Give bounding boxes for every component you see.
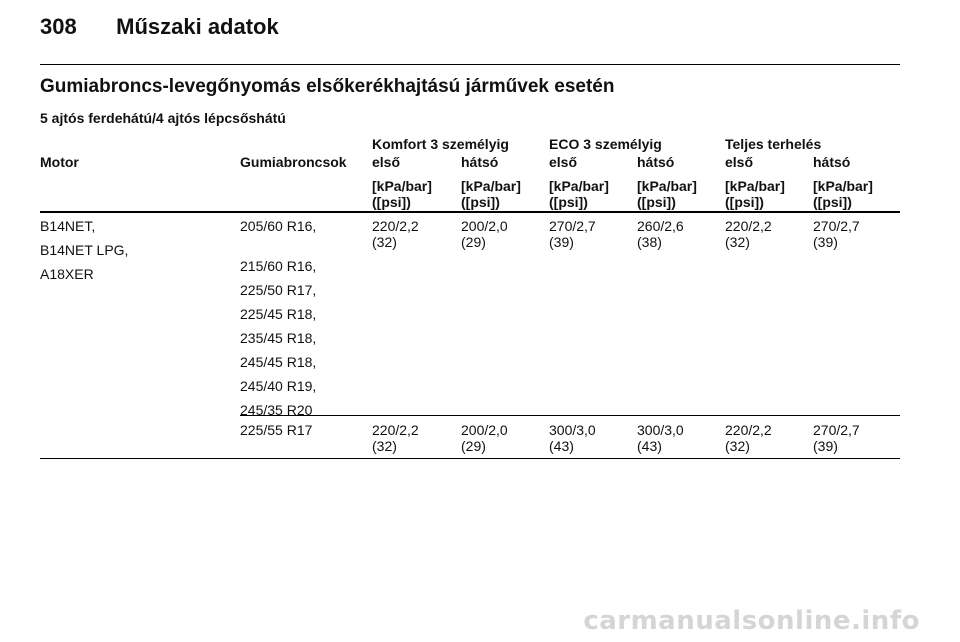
group-header-full-load: Teljes terhelés (725, 136, 822, 152)
column-header-front: első (725, 154, 754, 170)
group-header-eco: ECO 3 személyig (549, 136, 662, 152)
page-number: 308 (40, 14, 77, 39)
section-title: Gumiabroncs-levegőnyomás elsőkerékhajtás… (40, 76, 615, 97)
unit-header: [kPa/bar] ([psi]) (813, 178, 873, 210)
row-1-value: 220/2,2 (32) (725, 218, 772, 250)
row-2-value: 270/2,7 (39) (813, 422, 860, 454)
group-header-komfort: Komfort 3 személyig (372, 136, 509, 152)
row-2-value: 220/2,2 (32) (725, 422, 772, 454)
column-header-front: első (372, 154, 401, 170)
column-header-rear: hátsó (813, 154, 851, 170)
unit-header: [kPa/bar] ([psi]) (637, 178, 697, 210)
row-1-motor: B14NET, B14NET LPG, A18XER (40, 218, 129, 282)
column-header-tyres: Gumiabroncsok (240, 154, 347, 170)
page-header: 308 Műszaki adatok (40, 14, 279, 40)
column-header-rear: hátsó (461, 154, 499, 170)
row-2-value: 300/3,0 (43) (637, 422, 684, 454)
unit-header: [kPa/bar] ([psi]) (372, 178, 432, 210)
column-header-motor: Motor (40, 154, 79, 170)
row-1-value: 270/2,7 (39) (549, 218, 596, 250)
row-1-tyres: 205/60 R16, 215/60 R16, 225/50 R17, 225/… (240, 218, 317, 418)
watermark: carmanualsonline.info (583, 606, 920, 636)
row-1-value: 220/2,2 (32) (372, 218, 419, 250)
column-header-front: első (549, 154, 578, 170)
row-2-tyres: 225/55 R17 (240, 422, 313, 438)
row-2-value: 200/2,0 (29) (461, 422, 508, 454)
row-1-value: 260/2,6 (38) (637, 218, 684, 250)
unit-header: [kPa/bar] ([psi]) (461, 178, 521, 210)
row-1-value: 200/2,0 (29) (461, 218, 508, 250)
section-subtitle: 5 ajtós ferdehátú/4 ajtós lépcsőshátú (40, 110, 286, 126)
row-2-value: 220/2,2 (32) (372, 422, 419, 454)
row-1-value: 270/2,7 (39) (813, 218, 860, 250)
row-2-value: 300/3,0 (43) (549, 422, 596, 454)
header-rule (40, 64, 900, 65)
column-header-rear: hátsó (637, 154, 675, 170)
unit-header: [kPa/bar] ([psi]) (725, 178, 785, 210)
unit-header: [kPa/bar] ([psi]) (549, 178, 609, 210)
page-title: Műszaki adatok (116, 14, 279, 39)
row-divider (240, 415, 900, 416)
header-bottom-rule (40, 211, 900, 213)
table-bottom-rule (40, 458, 900, 459)
